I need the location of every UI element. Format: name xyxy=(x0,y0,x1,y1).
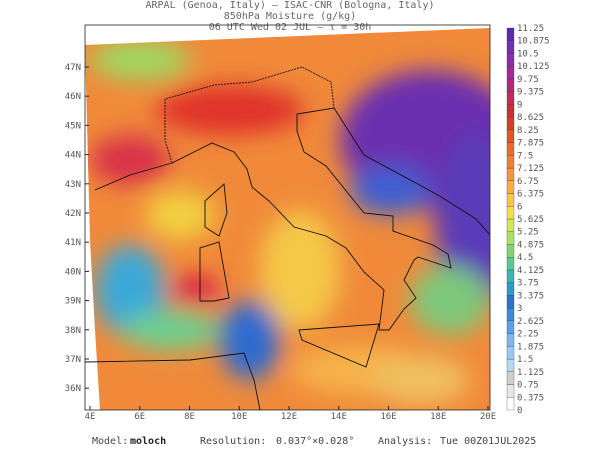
colorbar-swatch xyxy=(506,307,515,322)
colorbar-label: 0.75 xyxy=(517,381,539,391)
colorbar-label: 6.75 xyxy=(517,177,539,187)
lon-label: 20E xyxy=(480,412,496,422)
colorbar-label: 0.375 xyxy=(517,393,544,403)
title-line: 850hPa Moisture (g/kg) xyxy=(224,11,356,22)
colorbar-swatch xyxy=(506,53,515,67)
colorbar-label: 10.875 xyxy=(517,37,550,47)
colorbar-swatch xyxy=(506,384,515,398)
colorbar-swatch xyxy=(506,116,515,131)
colorbar-swatch xyxy=(506,371,515,385)
colorbar-label: 8.625 xyxy=(517,113,544,123)
colorbar-label: 7.125 xyxy=(517,164,544,174)
lat-label: 40N xyxy=(65,267,81,277)
colorbar-label: 1.5 xyxy=(517,355,533,365)
colorbar-swatch xyxy=(506,282,515,296)
lon-label: 16E xyxy=(380,412,396,422)
colorbar-label: 11.25 xyxy=(517,24,544,34)
colorbar-label: 3.375 xyxy=(517,291,544,301)
colorbar-label: 2.625 xyxy=(517,317,544,327)
moisture-field xyxy=(85,28,490,410)
colorbar-swatch xyxy=(506,180,515,194)
lat-label: 37N xyxy=(65,355,81,365)
lat-label: 39N xyxy=(65,297,81,307)
colorbar-label: 6 xyxy=(517,202,522,212)
colorbar-swatch xyxy=(506,40,515,54)
colorbar-swatch xyxy=(506,142,515,156)
colorbar-swatch xyxy=(506,358,515,372)
colorbar-label: 3 xyxy=(517,304,522,314)
lat-label: 36N xyxy=(65,384,81,394)
footer-label: Analysis: xyxy=(378,436,432,447)
colorbar-label: 4.875 xyxy=(517,240,544,250)
footer-value: 0.037°×0.028° xyxy=(276,436,354,447)
map-frame xyxy=(84,24,491,411)
colorbar-label: 10.125 xyxy=(517,62,550,72)
colorbar-label: 3.75 xyxy=(517,279,539,289)
colorbar-label: 7.5 xyxy=(517,151,533,161)
lon-label: 6E xyxy=(134,412,145,422)
lat-label: 46N xyxy=(65,92,81,102)
colorbar-swatch xyxy=(506,397,515,411)
lon-label: 14E xyxy=(331,412,347,422)
colorbar-swatch xyxy=(506,257,515,271)
colorbar-swatch xyxy=(506,333,515,347)
colorbar-swatch xyxy=(506,231,515,245)
lon-label: 12E xyxy=(281,412,297,422)
colorbar-label: 9 xyxy=(517,100,522,110)
colorbar-label: 0 xyxy=(517,406,522,416)
colorbar-swatch xyxy=(506,218,515,232)
colorbar-label: 5.625 xyxy=(517,215,544,225)
colorbar-swatch xyxy=(506,104,515,118)
lat-label: 45N xyxy=(65,121,81,131)
colorbar-swatch xyxy=(506,66,515,80)
colorbar-label: 6.375 xyxy=(517,190,544,200)
lat-label: 38N xyxy=(65,326,81,336)
lon-label: 4E xyxy=(85,412,96,422)
footer-value: moloch xyxy=(130,436,166,447)
colorbar-swatch xyxy=(506,244,515,258)
colorbar: 0 0.375 0.75 1.125 1.5 1.875 2.25 2.625 3 3.375 3.… xyxy=(506,24,550,416)
coastlines xyxy=(84,66,491,411)
colorbar-swatch xyxy=(506,155,515,169)
colorbar-label: 10.5 xyxy=(517,49,539,59)
lat-label: 44N xyxy=(65,151,81,161)
lon-label: 8E xyxy=(184,412,195,422)
colorbar-swatch xyxy=(506,346,515,360)
colorbar-label: 4.5 xyxy=(517,253,533,263)
footer-label: Model: xyxy=(92,436,128,447)
colorbar-swatch xyxy=(506,295,515,309)
colorbar-swatch xyxy=(506,167,515,181)
colorbar-label: 7.875 xyxy=(517,139,544,149)
colorbar-swatch xyxy=(506,269,515,283)
colorbar-swatch xyxy=(506,206,515,220)
colorbar-swatch xyxy=(506,320,515,334)
footer-value: Tue 00Z01JUL2025 xyxy=(440,436,536,447)
colorbar-label: 2.25 xyxy=(517,330,539,340)
colorbar-label: 4.125 xyxy=(517,266,544,276)
colorbar-swatch xyxy=(506,129,515,143)
colorbar-swatch xyxy=(506,78,515,92)
colorbar-label: 1.875 xyxy=(517,342,544,352)
colorbar-label: 5.25 xyxy=(517,228,539,238)
lat-label: 42N xyxy=(65,209,81,219)
footer-label: Resolution: xyxy=(200,436,266,447)
colorbar-swatch xyxy=(506,193,515,207)
colorbar-swatch xyxy=(506,91,515,105)
lat-label: 43N xyxy=(65,180,81,190)
colorbar-label: 9.75 xyxy=(517,75,539,85)
lon-label: 18E xyxy=(430,412,446,422)
colorbar-label: 8.25 xyxy=(517,126,539,136)
colorbar-swatch xyxy=(506,27,515,41)
lat-label: 47N xyxy=(65,63,81,73)
colorbar-label: 9.375 xyxy=(517,88,544,98)
title-line: 06 UTC Wed 02 JUL – τ = 30h xyxy=(209,22,372,33)
title-line: ARPAL (Genoa, Italy) – ISAC-CNR (Bologna… xyxy=(146,0,435,11)
colorbar-label: 1.125 xyxy=(517,368,544,378)
lat-label: 41N xyxy=(65,238,81,248)
lon-label: 10E xyxy=(231,412,247,422)
